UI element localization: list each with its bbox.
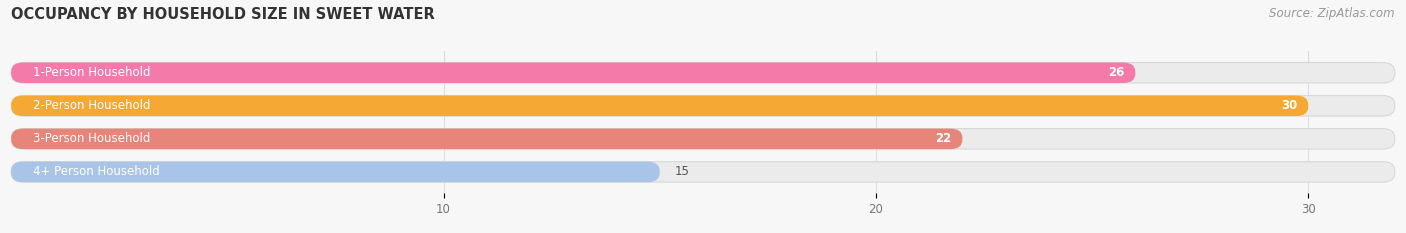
Text: 15: 15	[675, 165, 690, 178]
FancyBboxPatch shape	[11, 162, 659, 182]
FancyBboxPatch shape	[11, 129, 962, 149]
FancyBboxPatch shape	[11, 96, 1308, 116]
FancyBboxPatch shape	[11, 62, 1136, 83]
FancyBboxPatch shape	[11, 62, 1395, 83]
Text: 3-Person Household: 3-Person Household	[32, 132, 150, 145]
FancyBboxPatch shape	[11, 129, 1395, 149]
FancyBboxPatch shape	[11, 96, 1395, 116]
Text: OCCUPANCY BY HOUSEHOLD SIZE IN SWEET WATER: OCCUPANCY BY HOUSEHOLD SIZE IN SWEET WAT…	[11, 7, 434, 22]
Text: 2-Person Household: 2-Person Household	[32, 99, 150, 112]
Text: 4+ Person Household: 4+ Person Household	[32, 165, 160, 178]
Text: 22: 22	[935, 132, 952, 145]
FancyBboxPatch shape	[11, 162, 1395, 182]
Text: 26: 26	[1108, 66, 1125, 79]
Text: 1-Person Household: 1-Person Household	[32, 66, 150, 79]
Text: Source: ZipAtlas.com: Source: ZipAtlas.com	[1270, 7, 1395, 20]
Text: 30: 30	[1281, 99, 1298, 112]
